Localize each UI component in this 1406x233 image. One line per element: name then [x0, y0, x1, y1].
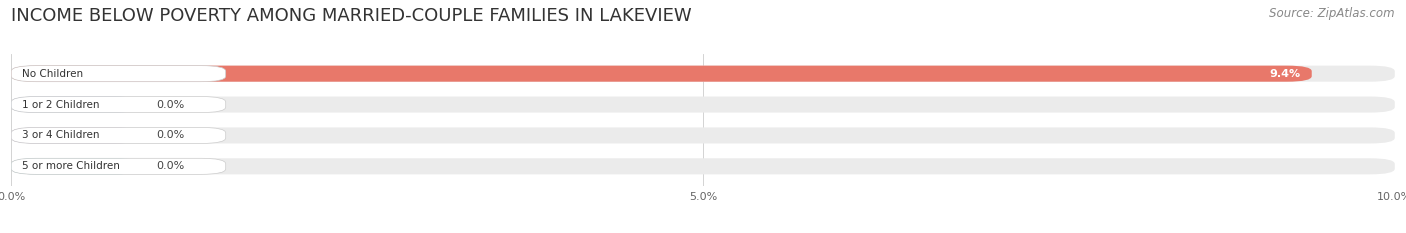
FancyBboxPatch shape: [11, 96, 226, 113]
Text: No Children: No Children: [22, 69, 83, 79]
FancyBboxPatch shape: [11, 66, 226, 82]
FancyBboxPatch shape: [11, 66, 1395, 82]
Text: 3 or 4 Children: 3 or 4 Children: [22, 130, 100, 140]
Text: 0.0%: 0.0%: [156, 130, 184, 140]
FancyBboxPatch shape: [11, 96, 1395, 113]
Text: 1 or 2 Children: 1 or 2 Children: [22, 99, 100, 110]
FancyBboxPatch shape: [11, 158, 141, 174]
Text: 5 or more Children: 5 or more Children: [22, 161, 120, 171]
FancyBboxPatch shape: [11, 66, 1312, 82]
Text: 0.0%: 0.0%: [156, 99, 184, 110]
FancyBboxPatch shape: [11, 127, 226, 144]
FancyBboxPatch shape: [11, 127, 141, 144]
FancyBboxPatch shape: [11, 158, 226, 174]
FancyBboxPatch shape: [11, 96, 141, 113]
FancyBboxPatch shape: [11, 127, 1395, 144]
Text: INCOME BELOW POVERTY AMONG MARRIED-COUPLE FAMILIES IN LAKEVIEW: INCOME BELOW POVERTY AMONG MARRIED-COUPL…: [11, 7, 692, 25]
FancyBboxPatch shape: [11, 158, 1395, 174]
Text: 0.0%: 0.0%: [156, 161, 184, 171]
Text: Source: ZipAtlas.com: Source: ZipAtlas.com: [1270, 7, 1395, 20]
Text: 9.4%: 9.4%: [1270, 69, 1301, 79]
